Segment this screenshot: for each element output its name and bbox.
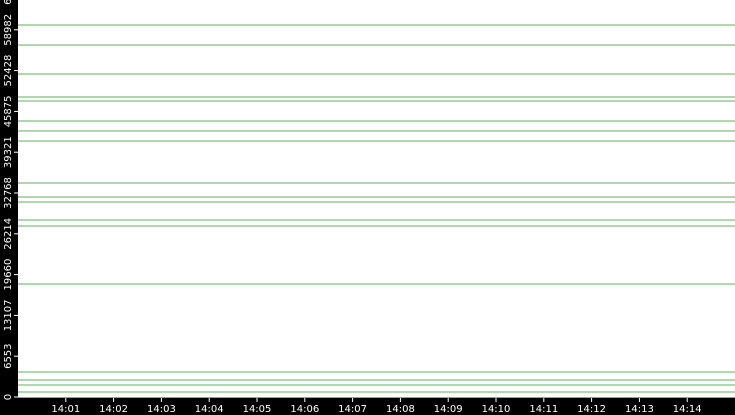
y-tick-label: 45875 <box>3 95 14 127</box>
x-tick-label: 14:14 <box>673 404 702 415</box>
x-tick-label: 14:02 <box>99 404 128 415</box>
y-tick-label: 19660 <box>3 259 14 291</box>
x-tick-label: 14:09 <box>434 404 463 415</box>
x-tick-label: 14:03 <box>147 404 176 415</box>
y-tick-label: 0 <box>3 394 14 400</box>
x-tick-label: 14:04 <box>195 404 224 415</box>
y-tick-label: 65536 <box>3 0 14 5</box>
x-tick-label: 14:05 <box>243 404 272 415</box>
y-tick-label: 6553 <box>3 343 14 368</box>
x-tick-label: 14:07 <box>338 404 367 415</box>
x-tick-label: 14:10 <box>482 404 511 415</box>
x-tick-label: 14:01 <box>51 404 80 415</box>
y-tick-label: 32768 <box>3 177 14 209</box>
x-tick-label: 14:06 <box>290 404 319 415</box>
y-tick-label: 13107 <box>3 299 14 331</box>
y-tick-label: 26214 <box>3 218 14 250</box>
x-tick-label: 14:13 <box>625 404 654 415</box>
x-axis-strip <box>0 398 735 415</box>
x-tick-label: 14:12 <box>577 404 606 415</box>
x-tick-label: 14:08 <box>386 404 415 415</box>
y-tick-label: 39321 <box>3 136 14 168</box>
y-tick-label: 58982 <box>3 14 14 46</box>
y-axis-strip <box>0 0 18 415</box>
x-tick-label: 14:11 <box>529 404 558 415</box>
y-tick-label: 52428 <box>3 55 14 87</box>
